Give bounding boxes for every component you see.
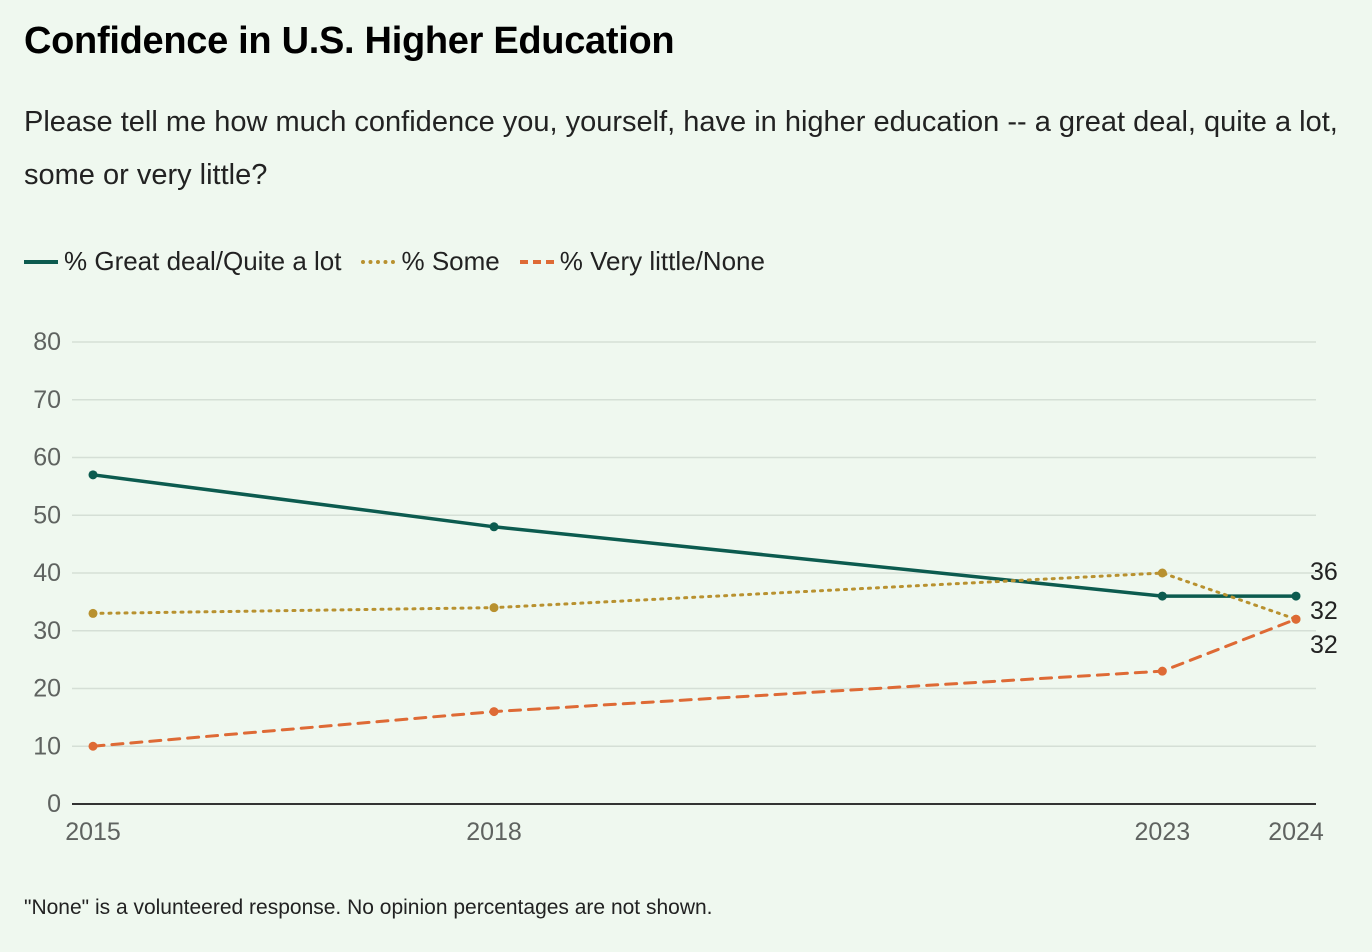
chart-legend: % Great deal/Quite a lot % Some % Very l… xyxy=(24,246,765,277)
legend-label-some: % Some xyxy=(401,246,500,276)
legend-item-some: % Some xyxy=(361,246,500,277)
data-point-some-2023 xyxy=(1157,568,1167,578)
x-tick-label-2015: 2015 xyxy=(65,818,121,846)
data-point-very-little-2024 xyxy=(1291,614,1301,624)
legend-label-very-little: % Very little/None xyxy=(559,246,765,276)
data-point-great-deal-2024 xyxy=(1291,591,1301,601)
legend-swatch-very-little xyxy=(519,259,554,264)
data-point-great-deal-2023 xyxy=(1157,591,1167,601)
data-point-great-deal-2015 xyxy=(88,470,98,480)
legend-item-very-little: % Very little/None xyxy=(519,246,765,277)
data-point-very-little-2015 xyxy=(88,741,98,751)
series-line-very-little xyxy=(91,617,1298,748)
y-tick-label-50: 50 xyxy=(33,501,61,529)
data-point-some-2015 xyxy=(88,608,98,618)
data-point-great-deal-2018 xyxy=(489,522,499,532)
data-point-very-little-2023 xyxy=(1157,666,1167,676)
chart-title: Confidence in U.S. Higher Education xyxy=(24,20,675,62)
y-tick-label-0: 0 xyxy=(47,790,61,818)
x-tick-label-2023: 2023 xyxy=(1135,818,1191,846)
y-tick-label-80: 80 xyxy=(33,328,61,356)
data-point-some-2018 xyxy=(489,603,499,613)
y-tick-label-60: 60 xyxy=(33,444,61,472)
series-line-great-deal xyxy=(91,473,1298,598)
chart-subtitle: Please tell me how much confidence you, … xyxy=(24,106,1338,191)
legend-label-great-deal: % Great deal/Quite a lot xyxy=(64,246,342,276)
y-tick-label-30: 30 xyxy=(33,617,61,645)
y-tick-label-40: 40 xyxy=(33,559,61,587)
legend-swatch-great-deal xyxy=(24,259,58,264)
x-tick-label-2018: 2018 xyxy=(466,818,522,846)
y-tick-label-70: 70 xyxy=(33,386,61,414)
end-label-great-deal: 36 xyxy=(1310,558,1338,586)
end-label-some: 32 xyxy=(1310,597,1338,625)
series-line-some xyxy=(91,571,1298,621)
y-tick-label-10: 10 xyxy=(33,732,61,760)
legend-swatch-some xyxy=(361,259,396,264)
data-point-very-little-2018 xyxy=(489,707,499,717)
legend-item-great-deal: % Great deal/Quite a lot xyxy=(24,246,341,277)
y-tick-label-20: 20 xyxy=(33,675,61,703)
chart-footnote: "None" is a volunteered response. No opi… xyxy=(24,896,713,919)
end-label-very-little: 32 xyxy=(1310,631,1338,659)
x-tick-label-2024: 2024 xyxy=(1268,818,1324,846)
